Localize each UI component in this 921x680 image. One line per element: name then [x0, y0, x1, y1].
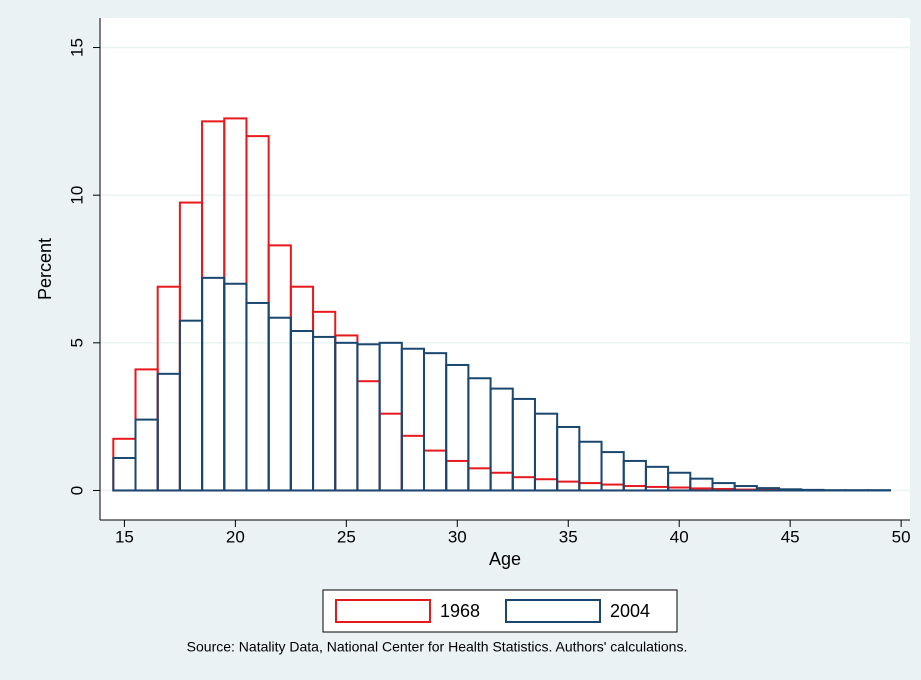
y-tick-label: 15	[67, 38, 86, 57]
x-tick-label: 45	[781, 527, 800, 546]
note: Source: Natality Data, National Center f…	[187, 639, 688, 655]
legend-box	[322, 589, 678, 633]
y-tick-label: 0	[67, 486, 86, 495]
legend-swatch	[335, 599, 431, 623]
x-tick-label: 40	[670, 527, 689, 546]
x-tick-label: 30	[448, 527, 467, 546]
x-tick-label: 50	[892, 527, 911, 546]
x-axis-title: Age	[489, 549, 521, 569]
y-axis-title: Percent	[35, 238, 55, 300]
x-tick-label: 20	[226, 527, 245, 546]
legend-label: 1968	[440, 601, 480, 621]
y-tick-label: 5	[67, 338, 86, 347]
plot-area	[100, 18, 910, 520]
x-tick-label: 15	[115, 527, 134, 546]
y-tick-label: 10	[67, 186, 86, 205]
x-tick-label: 25	[337, 527, 356, 546]
x-tick-label: 35	[559, 527, 578, 546]
legend-swatch	[505, 599, 601, 623]
bar	[800, 488, 825, 492]
bar	[778, 488, 803, 492]
legend-label: 2004	[610, 601, 650, 621]
